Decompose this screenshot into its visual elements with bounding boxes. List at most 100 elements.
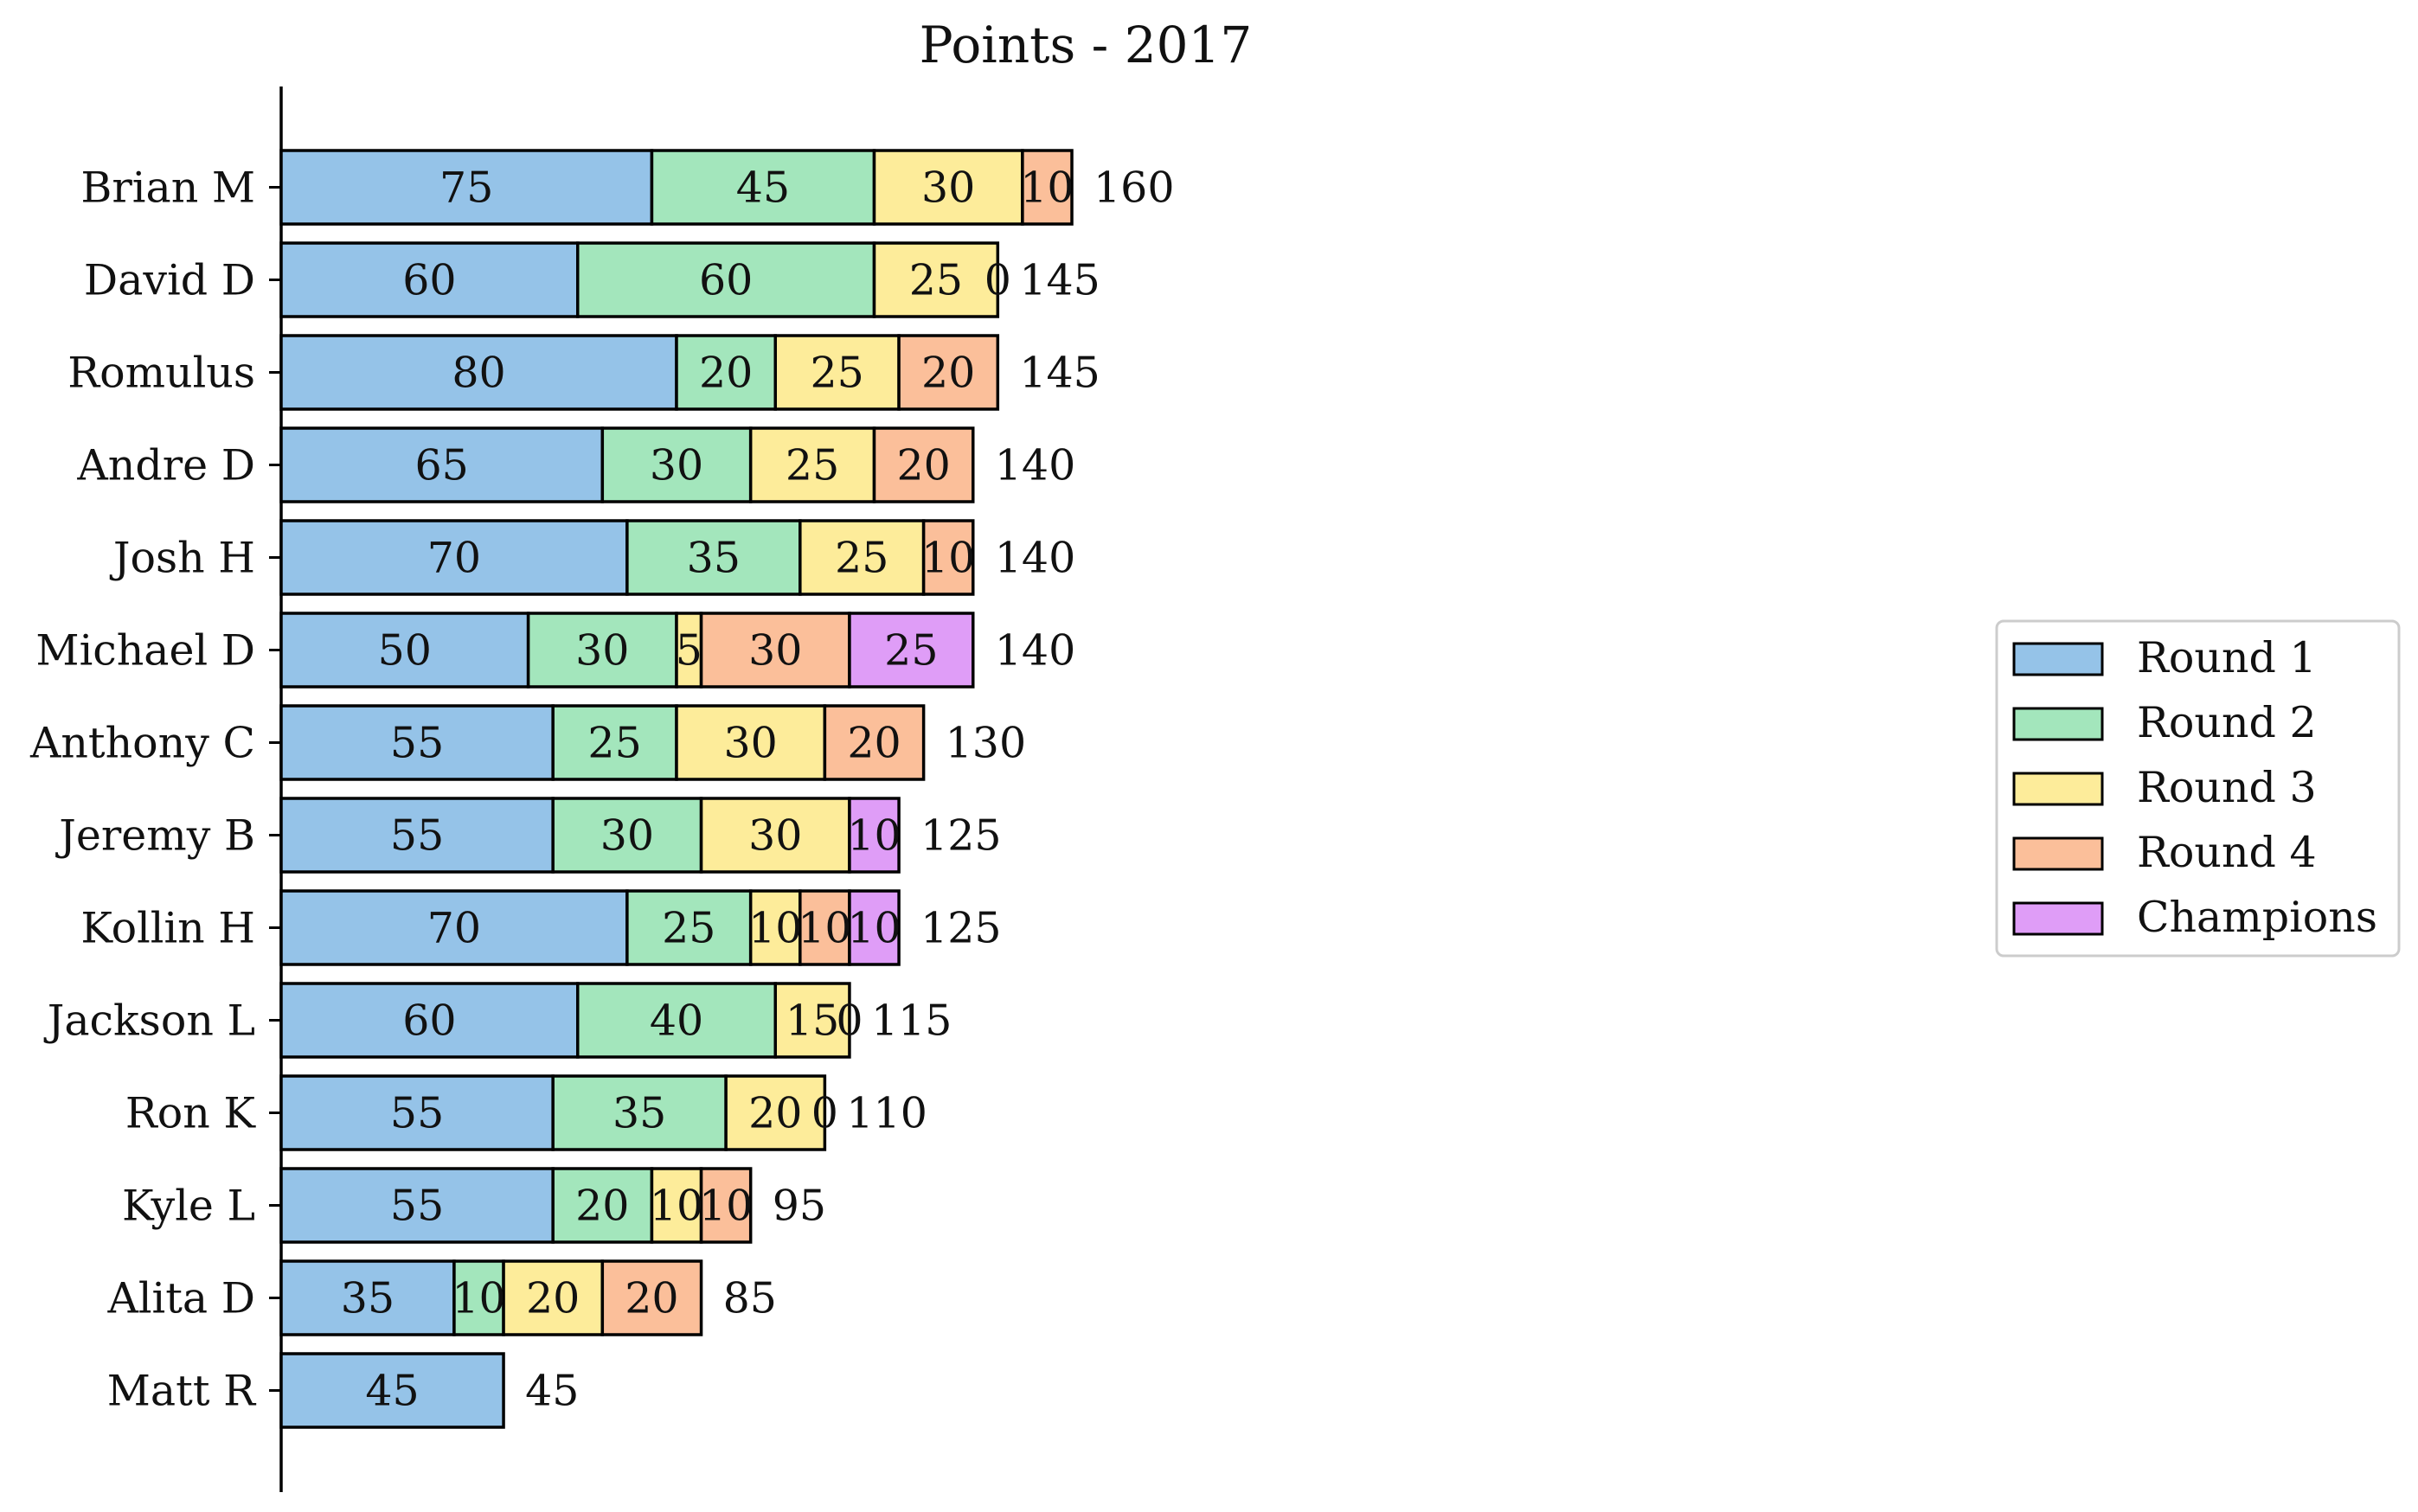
y-tick-label: Kyle L xyxy=(122,1182,255,1231)
segment-value-label: 25 xyxy=(909,256,963,305)
segment-value-label: 15 xyxy=(786,996,839,1046)
segment-value-label: 30 xyxy=(575,626,629,676)
y-tick-label: Kollin H xyxy=(80,904,255,953)
segment-value-label: 20 xyxy=(699,349,753,398)
total-value-label: 85 xyxy=(723,1274,777,1323)
segment-value-label: 10 xyxy=(1020,163,1074,213)
bar-segment xyxy=(502,1259,605,1336)
segment-value-label: 10 xyxy=(798,904,851,953)
y-tick-label: Anthony C xyxy=(29,719,255,768)
bar-segment xyxy=(452,1259,505,1336)
bar-segment xyxy=(625,519,802,596)
y-tick-label: Romulus xyxy=(67,349,255,398)
segment-value-label: 30 xyxy=(600,811,654,861)
segment-value-label: 20 xyxy=(575,1182,629,1231)
bar-segment xyxy=(773,334,901,411)
legend-swatch xyxy=(2012,642,2104,676)
bar-segment xyxy=(526,612,678,689)
bar-segment xyxy=(279,982,580,1059)
segment-value-label: 60 xyxy=(402,256,456,305)
segment-value-label: 35 xyxy=(341,1274,394,1323)
segment-value-label: 25 xyxy=(835,534,888,583)
segment-value-label: 25 xyxy=(786,441,839,490)
legend-label: Round 1 xyxy=(2137,633,2317,682)
total-value-label: 45 xyxy=(525,1367,579,1416)
legend-swatch xyxy=(2012,707,2104,741)
segment-value-label: 60 xyxy=(402,996,456,1046)
bar-segment xyxy=(799,519,926,596)
segment-value-label: 30 xyxy=(748,811,802,861)
total-value-label: 125 xyxy=(920,811,1002,861)
bar-segment xyxy=(897,334,1000,411)
bar-segment xyxy=(600,426,753,503)
y-tick-label: Brian M xyxy=(80,163,255,213)
bar-segment xyxy=(848,612,975,689)
bar-segment xyxy=(279,889,629,966)
segment-value-label: 30 xyxy=(921,163,975,213)
segment-value-label: 30 xyxy=(650,441,703,490)
segment-value-label: 80 xyxy=(452,349,505,398)
bar-segment xyxy=(872,241,1000,318)
legend-frame xyxy=(1995,619,2401,958)
y-tick-label: Jackson L xyxy=(43,996,255,1046)
segment-value-label: 0 xyxy=(811,1089,838,1138)
bar-segment xyxy=(823,704,926,781)
total-value-label: 125 xyxy=(920,904,1002,953)
bar-segment xyxy=(279,612,530,689)
legend: Round 1 Round 2 Round 3 Round 4 Champions xyxy=(1995,619,2401,958)
segment-value-label: 20 xyxy=(625,1274,678,1323)
total-value-label: 140 xyxy=(995,626,1076,676)
total-value-label: 115 xyxy=(871,996,952,1046)
segment-value-label: 20 xyxy=(896,441,950,490)
segment-value-label: 10 xyxy=(452,1274,505,1323)
segment-value-label: 20 xyxy=(748,1089,802,1138)
bar-segment xyxy=(675,704,827,781)
bar-segment xyxy=(699,1167,753,1244)
bar-segment xyxy=(921,519,975,596)
y-tick-label: Matt R xyxy=(107,1367,257,1416)
y-tick-label: Josh H xyxy=(109,534,255,583)
segment-value-label: 10 xyxy=(748,904,802,953)
bar-segment xyxy=(773,982,851,1059)
bar-segment xyxy=(1021,149,1074,226)
segment-value-label: 10 xyxy=(921,534,975,583)
segment-value-label: 5 xyxy=(676,626,702,676)
total-value-label: 145 xyxy=(1019,256,1100,305)
bar-segment xyxy=(600,1259,703,1336)
y-tick-label: Andre D xyxy=(76,441,255,490)
segment-value-label: 35 xyxy=(687,534,741,583)
segment-value-label: 30 xyxy=(724,719,778,768)
segment-value-label: 0 xyxy=(985,256,1011,305)
segment-value-label: 55 xyxy=(390,1089,444,1138)
total-value-label: 140 xyxy=(995,534,1076,583)
bar-segment xyxy=(724,1074,827,1151)
bar-segment xyxy=(576,241,876,318)
segment-value-label: 35 xyxy=(613,1089,666,1138)
total-value-label: 160 xyxy=(1094,163,1175,213)
bar-segment xyxy=(872,149,1024,226)
bar-segment xyxy=(551,797,703,874)
chart-title: Points - 2017 xyxy=(920,16,1253,74)
segment-value-label: 10 xyxy=(847,904,901,953)
total-value-label: 145 xyxy=(1019,349,1100,398)
bar-segment xyxy=(279,704,555,781)
bar-segment xyxy=(872,426,975,503)
bar-segment xyxy=(279,1352,505,1429)
segment-value-label: 75 xyxy=(439,163,493,213)
total-value-label: 140 xyxy=(995,441,1076,490)
segment-value-label: 20 xyxy=(526,1274,580,1323)
bar-segment xyxy=(650,1167,703,1244)
segment-value-label: 55 xyxy=(390,1182,444,1231)
segment-value-label: 10 xyxy=(699,1182,753,1231)
segment-value-label: 70 xyxy=(427,904,481,953)
legend-swatch xyxy=(2012,836,2104,871)
bar-segment xyxy=(551,704,678,781)
legend-label: Round 3 xyxy=(2137,763,2317,812)
y-tick-label: Jeremy B xyxy=(55,811,255,861)
legend-label: Round 2 xyxy=(2137,698,2317,747)
segment-value-label: 60 xyxy=(699,256,753,305)
total-value-label: 110 xyxy=(846,1089,927,1138)
segment-value-label: 45 xyxy=(736,163,790,213)
